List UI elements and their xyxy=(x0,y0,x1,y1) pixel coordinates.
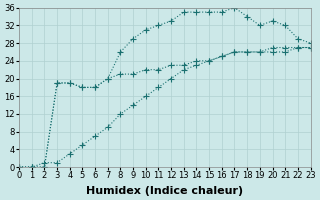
X-axis label: Humidex (Indice chaleur): Humidex (Indice chaleur) xyxy=(86,186,244,196)
